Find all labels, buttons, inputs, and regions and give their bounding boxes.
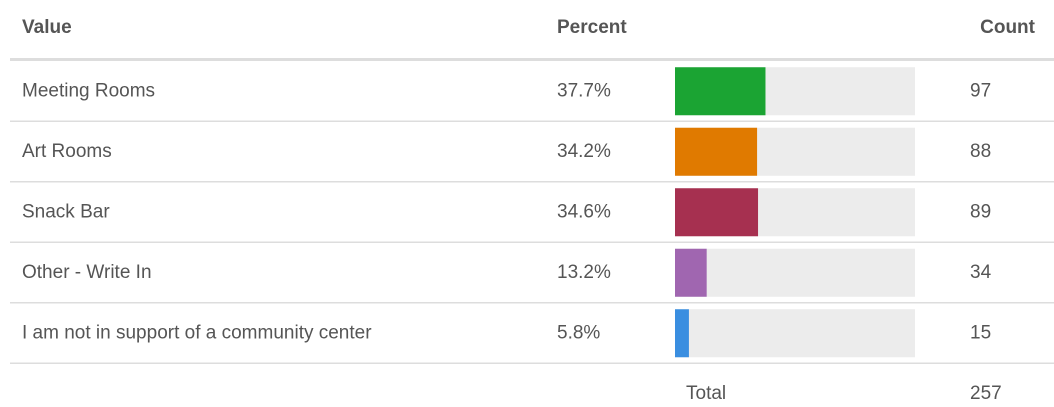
row-percent: 34.6% [557,201,611,222]
row-count: 34 [970,262,992,283]
row-rule [10,302,1054,304]
row-value: Meeting Rooms [22,80,155,101]
row-value: Other - Write In [22,262,152,283]
total-count: 257 [970,383,1002,404]
row-rule [10,362,1054,364]
row-percent: 34.2% [557,141,611,162]
row-count: 88 [970,141,991,162]
row-rule [10,241,1054,243]
row-count: 15 [970,322,991,343]
bar [675,248,707,297]
bar [675,309,689,358]
row-rule [10,181,1054,183]
header-count: Count [980,17,1036,38]
row-count: 89 [970,201,991,222]
header-value: Value [22,17,72,38]
bar [675,67,766,116]
bar-track [675,309,915,358]
row-value: I am not in support of a community cente… [22,322,372,343]
row-rule [10,120,1054,122]
row-value: Snack Bar [22,201,110,222]
total-label: Total [686,383,726,404]
bar-track [675,248,915,297]
header-percent: Percent [557,17,627,38]
row-percent: 37.7% [557,80,611,101]
row-value: Art Rooms [22,141,112,162]
bar [675,188,759,237]
header-rule [10,58,1054,61]
row-percent: 13.2% [557,262,611,283]
bar [675,127,758,176]
row-count: 97 [970,80,991,101]
row-percent: 5.8% [557,322,600,343]
